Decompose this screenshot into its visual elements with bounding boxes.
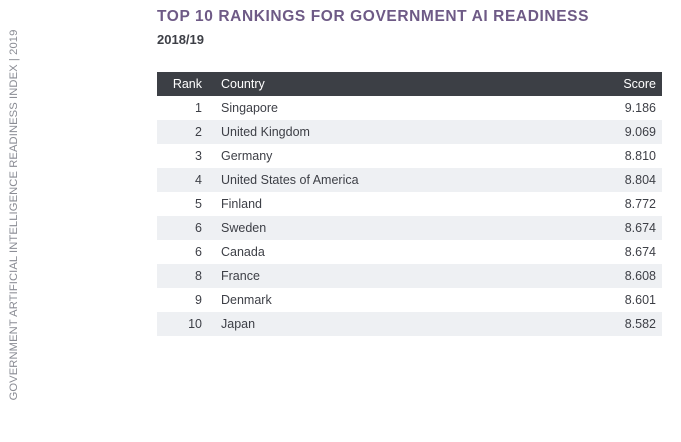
row-score: 8.601: [624, 293, 656, 307]
row-rank: 10: [157, 312, 202, 336]
table-row: 2 United Kingdom 9.069: [157, 120, 662, 144]
rankings-table: Rank Country Score 1 Singapore 9.186 2 U…: [157, 72, 662, 336]
side-label: GOVERNMENT ARTIFICIAL INTELLIGENCE READI…: [0, 0, 28, 442]
table-row: 6 Sweden 8.674: [157, 216, 662, 240]
table-row: 4 United States of America 8.804: [157, 168, 662, 192]
side-label-text: GOVERNMENT ARTIFICIAL INTELLIGENCE READI…: [8, 29, 20, 401]
row-rank: 9: [195, 293, 202, 307]
table-body: 1 Singapore 9.186 2 United Kingdom 9.069…: [157, 96, 662, 336]
table-row: 1 Singapore 9.186: [157, 96, 662, 120]
row-rank: 1: [195, 101, 202, 115]
header-row: Rank Country Score: [157, 72, 662, 96]
header-country: Country: [202, 72, 576, 96]
page-title: TOP 10 RANKINGS FOR GOVERNMENT AI READIN…: [157, 8, 590, 25]
row-rank: 8: [157, 264, 202, 288]
table-row: 10 Japan 8.582: [157, 312, 662, 336]
row-country: Denmark: [221, 293, 272, 307]
row-country: Sweden: [202, 216, 576, 240]
row-country: United Kingdom: [202, 120, 576, 144]
row-country: Finland: [221, 197, 262, 211]
row-rank: 2: [157, 120, 202, 144]
table-row: 5 Finland 8.772: [157, 192, 662, 216]
table-row: 3 Germany 8.810: [157, 144, 662, 168]
row-score: 8.608: [576, 264, 662, 288]
row-country: Japan: [202, 312, 576, 336]
row-rank: 5: [195, 197, 202, 211]
row-score: 8.582: [576, 312, 662, 336]
row-score: 9.186: [624, 101, 656, 115]
row-rank: 6: [157, 216, 202, 240]
row-country: United States of America: [202, 168, 576, 192]
row-score: 8.804: [576, 168, 662, 192]
row-country: France: [202, 264, 576, 288]
row-country: Singapore: [221, 101, 278, 115]
row-score: 8.810: [624, 149, 656, 163]
row-rank: 3: [195, 149, 202, 163]
row-score: 9.069: [576, 120, 662, 144]
row-rank: 6: [195, 245, 202, 259]
row-country: Canada: [221, 245, 265, 259]
row-score: 8.674: [624, 245, 656, 259]
header-score: Score: [576, 72, 662, 96]
table-row: 8 France 8.608: [157, 264, 662, 288]
header-rank: Rank: [157, 72, 202, 96]
row-country: Germany: [221, 149, 273, 163]
row-rank: 4: [157, 168, 202, 192]
table-row: 6 Canada 8.674: [157, 240, 662, 264]
row-score: 8.772: [624, 197, 656, 211]
table-row: 9 Denmark 8.601: [157, 288, 662, 312]
table-header: Rank Country Score: [157, 72, 662, 96]
row-score: 8.674: [576, 216, 662, 240]
page-subtitle: 2018/19: [157, 32, 204, 47]
